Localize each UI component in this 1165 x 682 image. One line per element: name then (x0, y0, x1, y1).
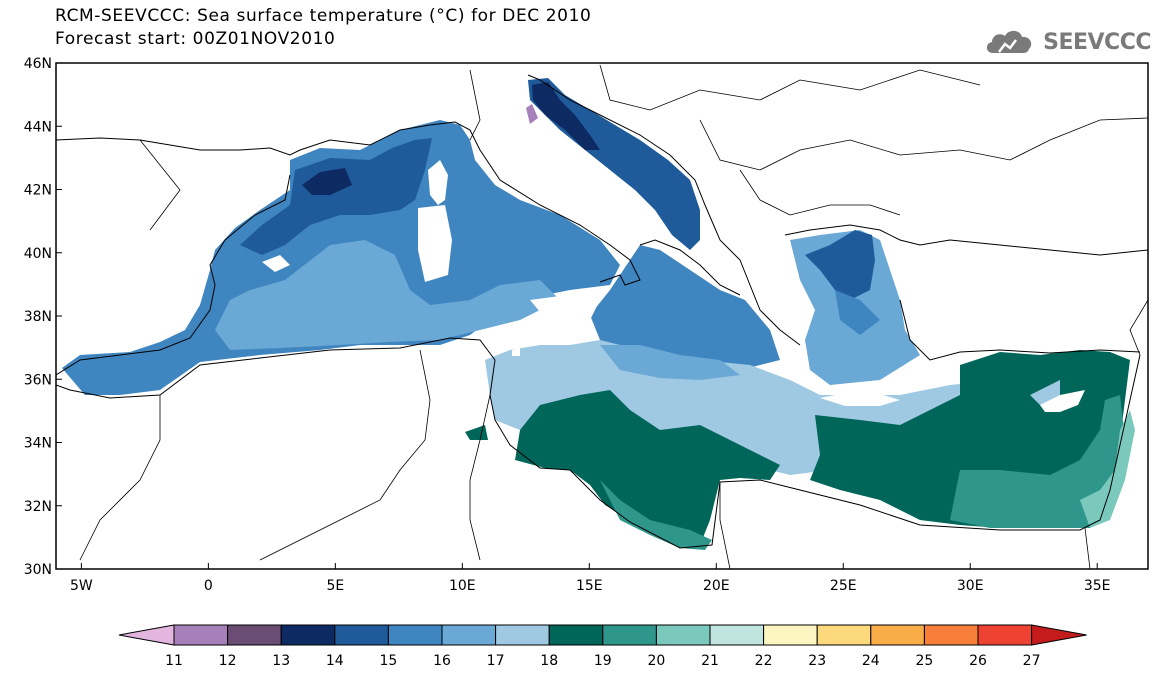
sst-region-libyan-sea (515, 390, 780, 545)
colorbar-swatch (709, 624, 765, 646)
island-cyprus (1040, 390, 1085, 412)
sst-region-libya-20 (600, 480, 712, 550)
sst-region-balearic-17 (215, 240, 560, 350)
colorbar-swatch (655, 624, 711, 646)
x-tick-label: 5W (70, 578, 93, 594)
sst-region-levantine-20 (950, 395, 1125, 528)
sst-field (62, 78, 1135, 550)
y-tick-label: 36N (24, 372, 52, 388)
x-tick-label: 30E (957, 578, 984, 594)
y-tick-label: 30N (24, 562, 52, 578)
y-tick-label: 40N (24, 246, 52, 262)
sst-region-central-med-17 (600, 345, 740, 380)
colorbar-swatch (923, 624, 979, 646)
colorbar-swatch (495, 624, 550, 646)
colorbar-swatch (334, 624, 389, 646)
x-axis: 5W 0 5E 10E 15E 20E 25E 30E 35E (70, 563, 1111, 594)
colorbar-max-arrow (1031, 624, 1087, 646)
colorbar-label: 25 (915, 653, 933, 669)
sst-region-aegean-15 (835, 290, 880, 335)
colorbar-swatch (387, 624, 443, 646)
x-tick-label: 10E (449, 578, 476, 594)
island-sardinia (418, 205, 452, 282)
x-tick-label: 15E (576, 578, 603, 594)
sst-region-adriatic-12 (526, 104, 538, 124)
cloud-icon (986, 30, 1032, 53)
y-tick-label: 34N (24, 436, 52, 452)
sst-region-aegean-north (805, 230, 875, 300)
colorbar-label: 24 (862, 653, 880, 669)
x-tick-label: 20E (703, 578, 730, 594)
map-title: RCM-SEEVCCC: Sea surface temperature (°C… (55, 6, 592, 26)
colorbar-swatch (548, 624, 604, 646)
colorbar-label: 17 (487, 653, 505, 669)
y-tick-label: 32N (24, 499, 52, 515)
island-corsica (428, 160, 448, 205)
y-tick-label: 38N (24, 309, 52, 325)
colorbar-swatch (441, 624, 497, 646)
colorbar-label: 18 (540, 653, 558, 669)
colorbar-swatch (870, 624, 925, 646)
island-malta (512, 348, 520, 356)
colorbar-label: 13 (272, 653, 290, 669)
colorbar-label: 12 (219, 653, 237, 669)
colorbar-label: 20 (647, 653, 665, 669)
sst-region-gulf-of-lion (240, 138, 432, 255)
x-tick-label: 25E (830, 578, 857, 594)
colorbar-label: 11 (165, 653, 183, 669)
colorbar-label: 22 (755, 653, 773, 669)
seevccc-logo: SEEVCCC (983, 27, 1151, 57)
colorbar-swatch (173, 624, 229, 646)
logo-text: SEEVCCC (1043, 29, 1151, 55)
map-subtitle: Forecast start: 00Z01NOV2010 (55, 29, 336, 49)
colorbar-label: 21 (701, 653, 719, 669)
island-mallorca (262, 255, 290, 272)
colorbar-label: 27 (1023, 653, 1041, 669)
y-tick-label: 44N (24, 119, 52, 135)
colorbar-swatch (280, 624, 336, 646)
colorbar-swatch (977, 624, 1033, 646)
coastlines (56, 64, 1148, 569)
colorbar-swatch (602, 624, 657, 646)
x-tick-label: 5E (326, 578, 344, 594)
colorbar-label: 14 (326, 653, 344, 669)
y-axis: 30N 32N 34N 36N 38N 40N 42N 44N 46N (24, 56, 62, 578)
island-sicily (530, 290, 600, 320)
colorbar-label: 26 (969, 653, 987, 669)
island-crete (820, 392, 900, 406)
y-tick-label: 46N (24, 56, 52, 72)
colorbar-label: 19 (594, 653, 612, 669)
colorbar-swatch (763, 624, 818, 646)
colorbar-label: 23 (808, 653, 826, 669)
colorbar-label: 16 (433, 653, 451, 669)
map-area (56, 63, 1148, 569)
sst-region-ionian-north (590, 245, 780, 375)
x-tick-label: 0 (204, 578, 213, 594)
sst-region-adriatic-core (532, 82, 600, 150)
colorbar-swatch (227, 624, 282, 646)
colorbar-min-arrow (118, 624, 175, 646)
x-tick-label: 35E (1084, 578, 1111, 594)
colorbar-swatch (816, 624, 872, 646)
colorbar-label: 15 (379, 653, 397, 669)
sst-region-gulf-of-lion-core (302, 168, 352, 195)
colorbar: 11 12 13 14 15 16 17 18 19 20 21 22 23 24 25 26 27 (118, 624, 1087, 669)
y-tick-label: 42N (24, 183, 52, 199)
